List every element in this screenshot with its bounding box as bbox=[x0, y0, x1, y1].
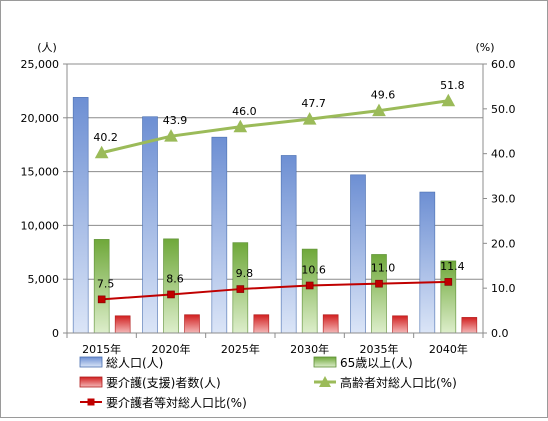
data-label: 47.7 bbox=[301, 97, 326, 110]
legend-label: 高齢者対総人口比(%) bbox=[340, 375, 457, 390]
data-labels: 40.2 43.9 46.0 47.7 49.6 51.8 7.5 8.6 9.8 10.6 11.… bbox=[93, 79, 464, 291]
data-label: 43.9 bbox=[163, 114, 188, 127]
bars bbox=[72, 97, 478, 334]
y-right-tick-label: 50.0 bbox=[491, 103, 516, 116]
data-label: 7.5 bbox=[97, 277, 115, 290]
axes: 0 5,000 10,000 15,000 20,000 25,000 0.0 10.0 20.… bbox=[21, 41, 516, 356]
bar bbox=[301, 248, 318, 334]
bar bbox=[280, 155, 297, 334]
bar bbox=[253, 314, 270, 334]
bar bbox=[163, 238, 179, 334]
data-label: 9.8 bbox=[236, 267, 254, 280]
y-left-tick-label: 20,000 bbox=[21, 112, 60, 125]
x-tick-label: 2015年 bbox=[82, 342, 121, 356]
y-right-tick-label: 30.0 bbox=[491, 193, 516, 206]
triangle-marker bbox=[441, 93, 456, 107]
bar bbox=[322, 314, 339, 334]
lines bbox=[94, 93, 456, 304]
bar bbox=[419, 191, 436, 334]
legend-swatch bbox=[79, 356, 103, 368]
y-right-tick-label: 10.0 bbox=[491, 282, 516, 295]
x-tick-label: 2025年 bbox=[221, 342, 260, 356]
bar bbox=[114, 315, 131, 334]
legend-label: 要介護者等対総人口比(%) bbox=[106, 395, 247, 410]
y-left-tick-label: 10,000 bbox=[21, 219, 60, 232]
bar bbox=[350, 174, 366, 334]
y-right-tick-label: 20.0 bbox=[491, 237, 516, 250]
data-label: 40.2 bbox=[93, 131, 118, 144]
y-right-tick-label: 40.0 bbox=[491, 148, 516, 161]
data-label: 46.0 bbox=[232, 105, 257, 118]
series-line bbox=[101, 280, 449, 301]
bar bbox=[184, 314, 200, 334]
data-label: 49.6 bbox=[371, 89, 396, 102]
x-tick-label: 2030年 bbox=[290, 342, 329, 356]
bar bbox=[461, 317, 478, 334]
x-tick-label: 2020年 bbox=[152, 342, 191, 356]
y-left-unit: (人) bbox=[37, 41, 57, 54]
square-marker bbox=[305, 281, 314, 290]
data-label: 51.8 bbox=[440, 79, 465, 92]
legend-label: 65歳以上(人) bbox=[340, 356, 413, 370]
triangle-marker bbox=[233, 119, 248, 133]
data-label: 11.4 bbox=[440, 260, 465, 273]
legend: 総人口(人) 65歳以上(人) 要介護(支援)者数(人) 高齢者対総人口比(%) 要介護… bbox=[79, 356, 457, 410]
data-label: 10.6 bbox=[301, 263, 326, 276]
y-left-tick-label: 15,000 bbox=[21, 166, 60, 179]
data-label: 11.0 bbox=[371, 262, 396, 275]
bar bbox=[142, 116, 158, 334]
square-marker bbox=[167, 290, 175, 299]
y-right-tick-label: 60.0 bbox=[491, 58, 516, 71]
legend-triangle-marker bbox=[319, 376, 331, 387]
legend-label: 総人口(人) bbox=[106, 356, 163, 370]
triangle-marker bbox=[94, 145, 109, 159]
y-left-tick-label: 5,000 bbox=[28, 273, 60, 286]
x-tick-label: 2040年 bbox=[429, 342, 468, 356]
square-marker bbox=[97, 295, 106, 304]
square-marker bbox=[375, 279, 383, 288]
bar bbox=[72, 97, 89, 334]
square-marker bbox=[444, 278, 453, 286]
bar bbox=[392, 315, 408, 334]
triangle-marker bbox=[302, 112, 317, 125]
legend-swatch bbox=[79, 376, 103, 388]
x-tick-label: 2035年 bbox=[360, 342, 399, 356]
y-left-tick-label: 0 bbox=[52, 327, 59, 340]
legend-label: 要介護(支援)者数(人) bbox=[106, 375, 221, 390]
y-right-unit: (%) bbox=[475, 41, 494, 54]
data-label: 8.6 bbox=[166, 272, 184, 285]
legend-swatch bbox=[313, 356, 337, 368]
y-right-tick-label: 0.0 bbox=[491, 327, 509, 340]
square-marker bbox=[236, 285, 245, 293]
bar bbox=[211, 136, 228, 334]
triangle-marker bbox=[164, 129, 178, 142]
y-left-tick-label: 25,000 bbox=[21, 58, 60, 71]
series-line bbox=[101, 99, 449, 155]
triangle-marker bbox=[372, 103, 386, 117]
legend-square-marker bbox=[87, 398, 95, 406]
